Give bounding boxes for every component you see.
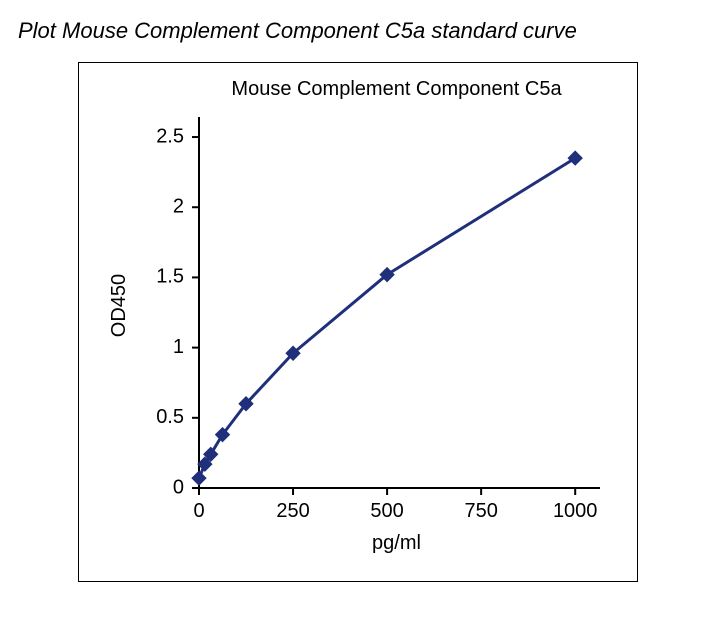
y-tick-label: 2.5 (156, 125, 184, 147)
x-tick-label: 1000 (553, 500, 598, 522)
data-point (568, 151, 582, 165)
x-tick-label: 250 (276, 500, 309, 522)
chart-title: Mouse Complement Component C5a (231, 78, 562, 100)
x-axis-label: pg/ml (372, 532, 421, 554)
y-tick-label: 2 (173, 196, 184, 218)
y-tick-label: 1.5 (156, 266, 184, 288)
y-tick-label: 0.5 (156, 406, 184, 428)
figure-caption: Plot Mouse Complement Component C5a stan… (18, 18, 577, 44)
data-point (192, 471, 206, 485)
y-axis-label: OD450 (108, 274, 130, 337)
y-tick-label: 0 (173, 476, 184, 498)
chart-frame: Mouse Complement Component C5a 0 0.5 1 1.5 2 2… (78, 62, 638, 582)
chart-svg: Mouse Complement Component C5a 0 0.5 1 1.5 2 2… (79, 63, 637, 581)
x-tick-label: 500 (370, 500, 403, 522)
series-line (199, 158, 575, 478)
x-tick-label: 750 (464, 500, 497, 522)
y-tick-label: 1 (173, 336, 184, 358)
x-tick-label: 0 (193, 500, 204, 522)
